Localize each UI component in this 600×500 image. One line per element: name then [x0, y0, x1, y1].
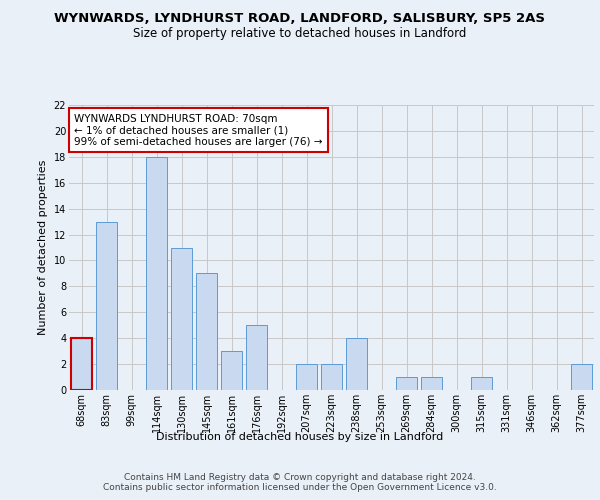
Text: Distribution of detached houses by size in Landford: Distribution of detached houses by size …	[157, 432, 443, 442]
Text: WYNWARDS LYNDHURST ROAD: 70sqm
← 1% of detached houses are smaller (1)
99% of se: WYNWARDS LYNDHURST ROAD: 70sqm ← 1% of d…	[74, 114, 323, 147]
Bar	[221, 351, 242, 390]
Y-axis label: Number of detached properties: Number of detached properties	[38, 160, 48, 335]
Bar	[296, 364, 317, 390]
Text: Contains HM Land Registry data © Crown copyright and database right 2024.
Contai: Contains HM Land Registry data © Crown c…	[103, 472, 497, 492]
Bar	[171, 248, 192, 390]
Bar	[146, 157, 167, 390]
Bar	[421, 377, 442, 390]
Bar	[96, 222, 117, 390]
Bar	[196, 274, 217, 390]
Bar	[71, 338, 92, 390]
Bar	[571, 364, 592, 390]
Text: WYNWARDS, LYNDHURST ROAD, LANDFORD, SALISBURY, SP5 2AS: WYNWARDS, LYNDHURST ROAD, LANDFORD, SALI…	[55, 12, 545, 26]
Bar	[396, 377, 417, 390]
Text: Size of property relative to detached houses in Landford: Size of property relative to detached ho…	[133, 28, 467, 40]
Bar	[471, 377, 492, 390]
Bar	[321, 364, 342, 390]
Bar	[346, 338, 367, 390]
Bar	[246, 325, 267, 390]
